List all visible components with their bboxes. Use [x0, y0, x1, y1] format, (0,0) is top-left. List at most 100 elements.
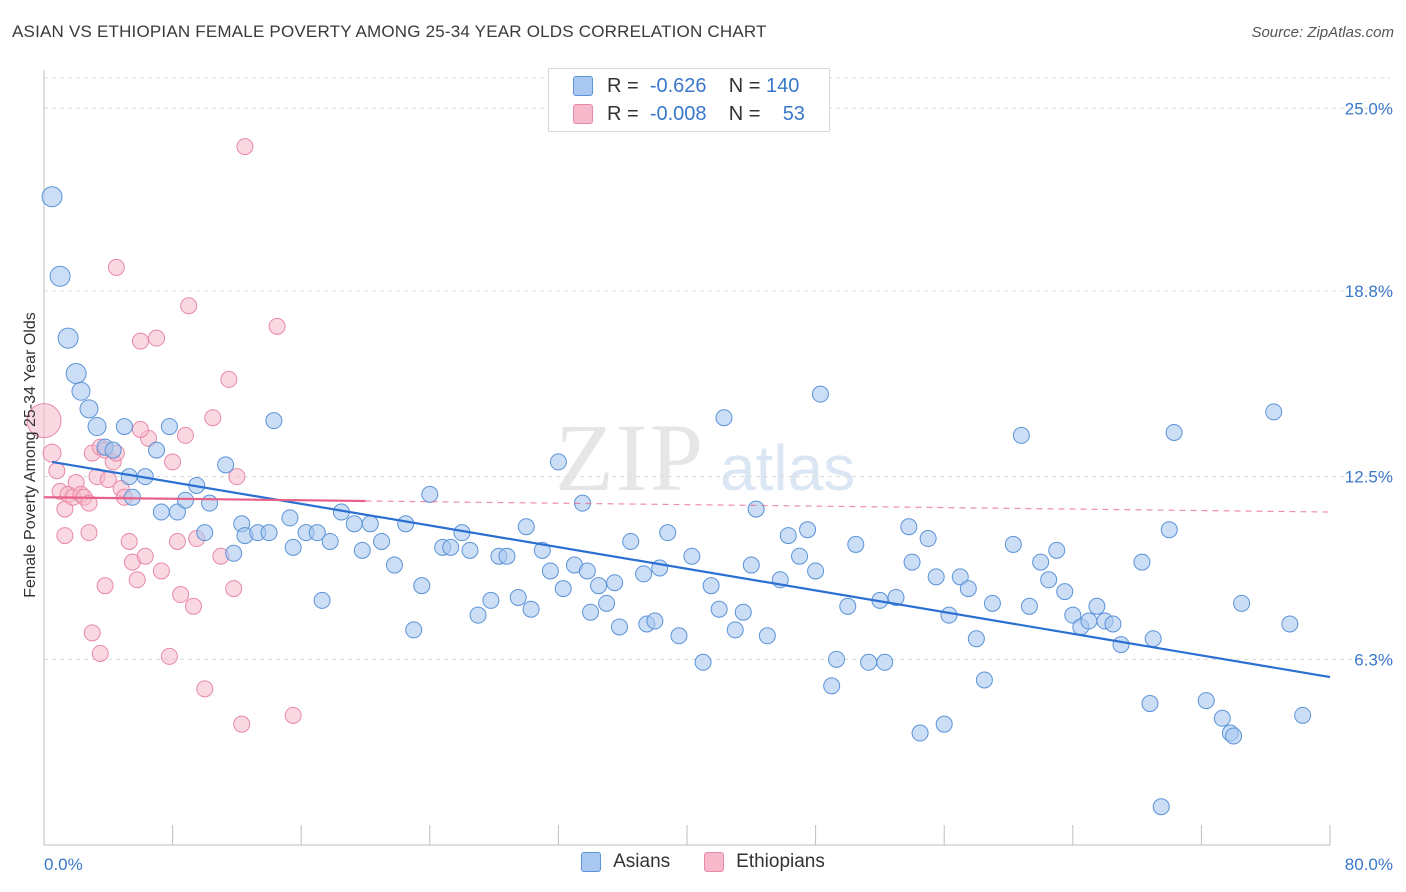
- asians-point: [265, 412, 283, 430]
- swatch-ethiopians: [704, 852, 725, 872]
- asians-point: [469, 606, 487, 624]
- y-tick-label: 25.0%: [1345, 99, 1393, 118]
- asians-point: [622, 532, 640, 550]
- asians-point: [461, 541, 479, 559]
- asians-point: [152, 503, 170, 521]
- asians-point: [1160, 521, 1178, 539]
- asians-point: [606, 574, 624, 592]
- ethiopians-point: [107, 258, 125, 276]
- legend-n-value: 140: [766, 74, 800, 97]
- asians-point: [646, 612, 664, 630]
- legend-n-label: N =: [728, 74, 761, 97]
- asians-point: [442, 538, 460, 556]
- series-legend: Asians Ethiopians: [0, 851, 1406, 873]
- asians-point: [683, 547, 701, 565]
- legend-r-value: -0.626: [649, 74, 707, 97]
- asians-point: [779, 527, 797, 545]
- asians-point: [959, 580, 977, 598]
- legend-row-ethiopians: R = -0.008 N = 53: [573, 101, 805, 127]
- ethiopians-point: [233, 715, 251, 733]
- asians-point: [397, 515, 415, 533]
- asians-points: [41, 186, 1312, 816]
- asians-point: [260, 524, 278, 542]
- asians-point: [694, 653, 712, 671]
- asians-point: [554, 580, 572, 598]
- asians-point: [345, 515, 363, 533]
- asians-point: [827, 650, 845, 668]
- asians-point: [385, 556, 403, 574]
- asians-point: [1112, 636, 1130, 654]
- asians-point: [1294, 706, 1312, 724]
- asians-point: [71, 381, 91, 401]
- asians-point: [975, 671, 993, 689]
- asians-point: [1088, 597, 1106, 615]
- ethiopians-point: [80, 494, 98, 512]
- asians-point: [911, 724, 929, 742]
- asians-point: [860, 653, 878, 671]
- asians-point: [590, 577, 608, 595]
- asians-point: [1152, 798, 1170, 816]
- asians-point: [1040, 571, 1058, 589]
- asians-point: [41, 186, 63, 208]
- asians-point: [57, 327, 79, 349]
- y-tick-label: 12.5%: [1345, 468, 1393, 487]
- asians-point: [405, 621, 423, 639]
- asians-point: [413, 577, 431, 595]
- legend-n-label: N =: [728, 102, 761, 125]
- asians-point: [541, 562, 559, 580]
- asians-point: [799, 521, 817, 539]
- asians-point: [1004, 535, 1022, 553]
- asians-point: [482, 591, 500, 609]
- asians-point: [967, 630, 985, 648]
- ethiopians-point: [56, 527, 74, 545]
- legend-r-label: R =: [607, 74, 639, 97]
- asians-point: [940, 606, 958, 624]
- chart-title: ASIAN VS ETHIOPIAN FEMALE POVERTY AMONG …: [12, 22, 767, 41]
- watermark-zip: ZIP: [555, 404, 705, 511]
- asians-point: [1133, 553, 1151, 571]
- asians-point: [522, 600, 540, 618]
- asians-point: [217, 456, 235, 474]
- asians-point: [517, 518, 535, 536]
- ethiopians-point: [168, 532, 186, 550]
- asians-point: [610, 618, 628, 636]
- watermark-atlas: atlas: [720, 432, 855, 504]
- asians-point: [1080, 612, 1098, 630]
- ethiopians-points: [26, 138, 302, 733]
- asians-point: [281, 509, 299, 527]
- legend-r-value: -0.008: [649, 102, 707, 125]
- asians-point: [549, 453, 567, 471]
- asians-point: [361, 515, 379, 533]
- asians-point: [1064, 606, 1082, 624]
- asians-point: [582, 603, 600, 621]
- ethiopians-point: [128, 571, 146, 589]
- asians-point: [533, 541, 551, 559]
- x-tick-labels: 0.0% 80.0%: [44, 855, 1393, 874]
- asians-point: [308, 524, 326, 542]
- asians-point: [115, 418, 133, 436]
- legend-swatch-ethiopians: [573, 104, 593, 124]
- asians-point: [710, 600, 728, 618]
- asians-point: [176, 491, 194, 509]
- asians-point: [807, 562, 825, 580]
- asians-point: [659, 524, 677, 542]
- asians-point: [1056, 583, 1074, 601]
- legend-row-asians: R = -0.626 N = 140: [573, 73, 799, 99]
- asians-point: [1012, 426, 1030, 444]
- legend-r-label: R =: [607, 102, 639, 125]
- asians-point: [201, 494, 219, 512]
- trend-lines: [43, 460, 1331, 679]
- gridlines: [44, 77, 1390, 660]
- asians-point: [900, 518, 918, 536]
- asians-point: [148, 441, 166, 459]
- asians-point: [726, 621, 744, 639]
- legend: R = -0.626 N = 140 R = -0.008 N = 53: [548, 68, 830, 132]
- ethiopians-point: [228, 468, 246, 486]
- swatch-asians: [581, 852, 602, 872]
- asians-point: [1032, 553, 1050, 571]
- asians-point: [951, 568, 969, 586]
- asians-point: [65, 363, 87, 385]
- asians-point: [373, 532, 391, 550]
- ethiopians-point: [172, 586, 190, 604]
- asians-point: [887, 588, 905, 606]
